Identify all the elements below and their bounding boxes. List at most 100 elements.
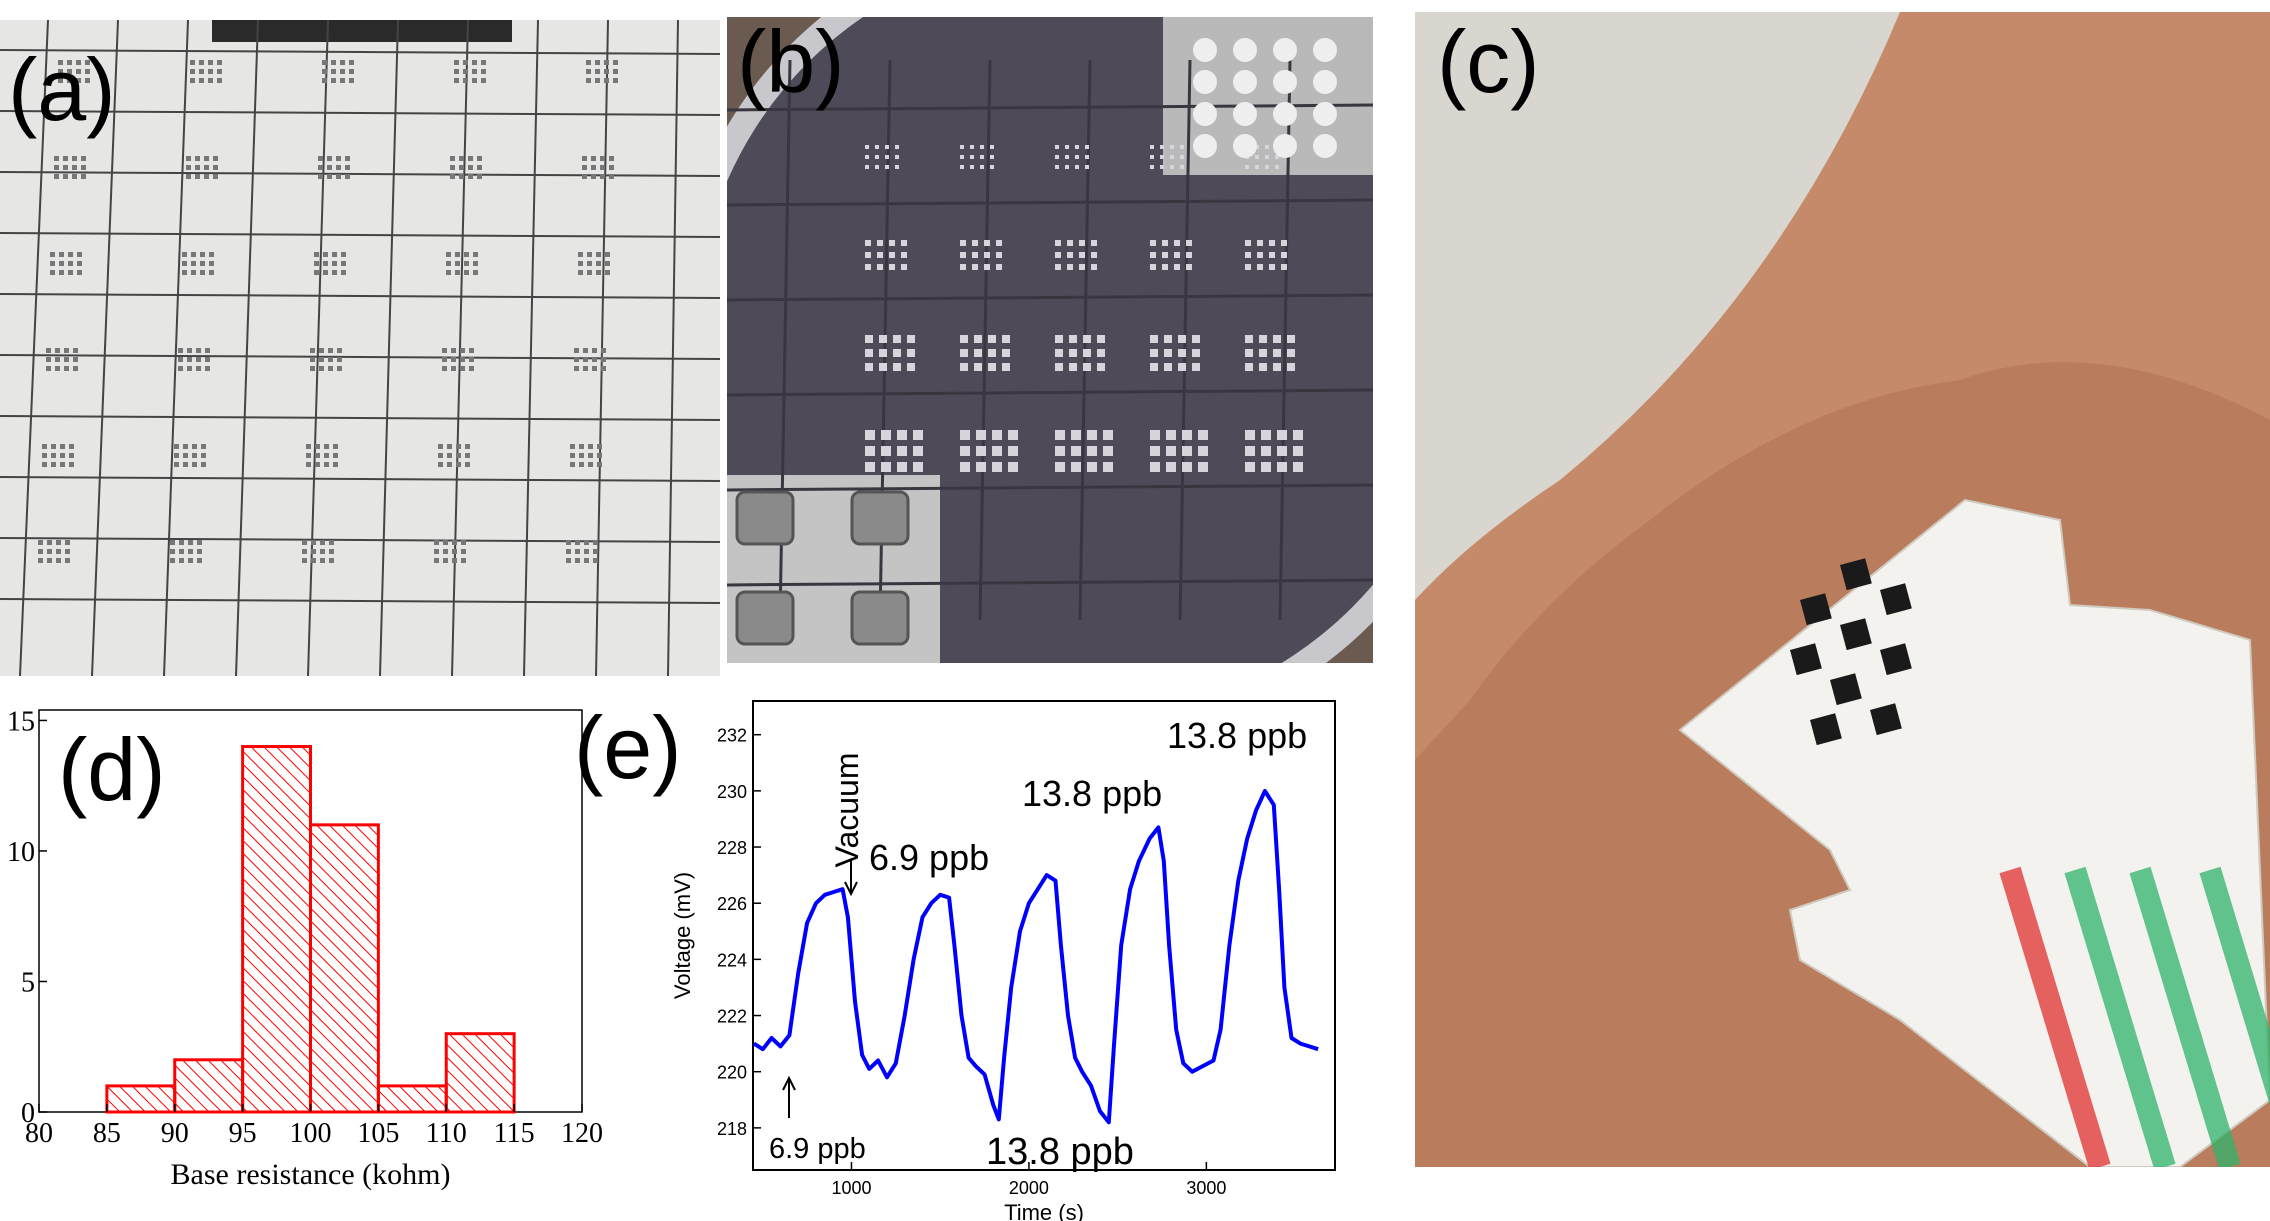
- wafer-dot: [1261, 430, 1271, 440]
- wafer-dot: [889, 240, 895, 246]
- wafer-dot: [889, 264, 895, 270]
- wafer-dot: [976, 430, 986, 440]
- x-tick-label: 95: [229, 1118, 257, 1149]
- photo-dot: [333, 462, 338, 467]
- photo-dot: [336, 165, 341, 170]
- wafer-dot: [1245, 240, 1251, 246]
- wafer-dot: [893, 335, 901, 343]
- photo-dot: [455, 270, 460, 275]
- photo-dot: [456, 444, 461, 449]
- wafer-dot: [984, 264, 990, 270]
- photo-dot: [72, 174, 77, 179]
- photo-dot: [51, 462, 56, 467]
- photo-dot: [455, 252, 460, 257]
- wafer-dot: [913, 462, 923, 472]
- wafer-dot: [1170, 165, 1174, 169]
- photo-dot: [319, 366, 324, 371]
- photo-dot: [450, 174, 455, 179]
- photo-dot: [65, 558, 70, 563]
- photo-dot: [345, 156, 350, 161]
- wafer-dot: [960, 335, 968, 343]
- photo-dot: [591, 156, 596, 161]
- photo-dot: [46, 348, 51, 353]
- inset-dot: [1273, 38, 1297, 62]
- photo-dot: [38, 549, 43, 554]
- photo-dot: [318, 165, 323, 170]
- photo-dot: [461, 558, 466, 563]
- photo-dot: [463, 78, 468, 83]
- photo-dot: [306, 444, 311, 449]
- photo-dot: [73, 357, 78, 362]
- photo-dot: [597, 462, 602, 467]
- wafer-dot: [960, 430, 970, 440]
- photo-dot: [597, 453, 602, 458]
- wafer-dot: [885, 165, 889, 169]
- photo-dot: [213, 174, 218, 179]
- wafer-dot: [1091, 264, 1097, 270]
- wafer-dot: [1164, 349, 1172, 357]
- wafer-dot: [1103, 462, 1113, 472]
- photo-dot: [447, 453, 452, 458]
- photo-dot: [469, 348, 474, 353]
- photo-dot: [586, 60, 591, 65]
- photo-dot: [68, 270, 73, 275]
- x-tick-label: 110: [426, 1118, 467, 1149]
- photo-dot: [315, 444, 320, 449]
- inset-dot: [1233, 38, 1257, 62]
- photo-dot: [208, 69, 213, 74]
- wafer-dot: [907, 349, 915, 357]
- photo-dot: [327, 174, 332, 179]
- photo-dot: [588, 444, 593, 449]
- wafer-dot: [1245, 462, 1255, 472]
- wafer-dot: [1287, 349, 1295, 357]
- photo-dot: [468, 156, 473, 161]
- wafer-dot: [1150, 240, 1156, 246]
- photo-dot: [452, 558, 457, 563]
- photo-dot: [56, 558, 61, 563]
- photo-dot: [460, 348, 465, 353]
- photo-dot: [51, 453, 56, 458]
- wafer-dot: [877, 240, 883, 246]
- wafer-dot: [1150, 335, 1158, 343]
- wafer-dot: [980, 165, 984, 169]
- photo-dot: [349, 69, 354, 74]
- wafer-dot: [1245, 165, 1249, 169]
- photo-dot: [179, 540, 184, 545]
- photo-dot: [446, 261, 451, 266]
- photo-dot: [324, 453, 329, 458]
- wafer-dot: [895, 155, 899, 159]
- wafer-dot: [879, 335, 887, 343]
- photo-dot: [332, 270, 337, 275]
- photo-dot: [192, 453, 197, 458]
- wafer-dot: [960, 349, 968, 357]
- photo-dot: [186, 156, 191, 161]
- photo-dot: [473, 252, 478, 257]
- photo-dot: [468, 174, 473, 179]
- wafer-dot: [970, 155, 974, 159]
- wafer-dot: [974, 335, 982, 343]
- photo-dot: [69, 453, 74, 458]
- photo-dot: [81, 156, 86, 161]
- histogram-bar: [378, 1086, 446, 1112]
- photo-dot: [315, 462, 320, 467]
- wafer-dot: [1162, 252, 1168, 258]
- wafer-dot: [990, 155, 994, 159]
- inset-dot: [1233, 70, 1257, 94]
- wafer-dot: [1257, 252, 1263, 258]
- photo-dot: [201, 453, 206, 458]
- histogram-bar: [175, 1060, 243, 1112]
- wafer-dot: [1186, 252, 1192, 258]
- photo-dot: [578, 261, 583, 266]
- wafer-dot: [1277, 430, 1287, 440]
- photo-dot: [190, 60, 195, 65]
- figure: (a) (b) (c) (d) (e) 80859095100105110115…: [0, 0, 2270, 1221]
- wafer-dot: [877, 252, 883, 258]
- x-tick-label: 100: [290, 1118, 332, 1149]
- x-axis-label: Base resistance (kohm): [171, 1158, 451, 1191]
- wafer-dot: [1069, 363, 1077, 371]
- wafer-dot: [992, 430, 1002, 440]
- wafer-dot: [1257, 240, 1263, 246]
- wafer-dot: [1293, 462, 1303, 472]
- wafer-dot: [1097, 335, 1105, 343]
- wafer-dot: [1008, 462, 1018, 472]
